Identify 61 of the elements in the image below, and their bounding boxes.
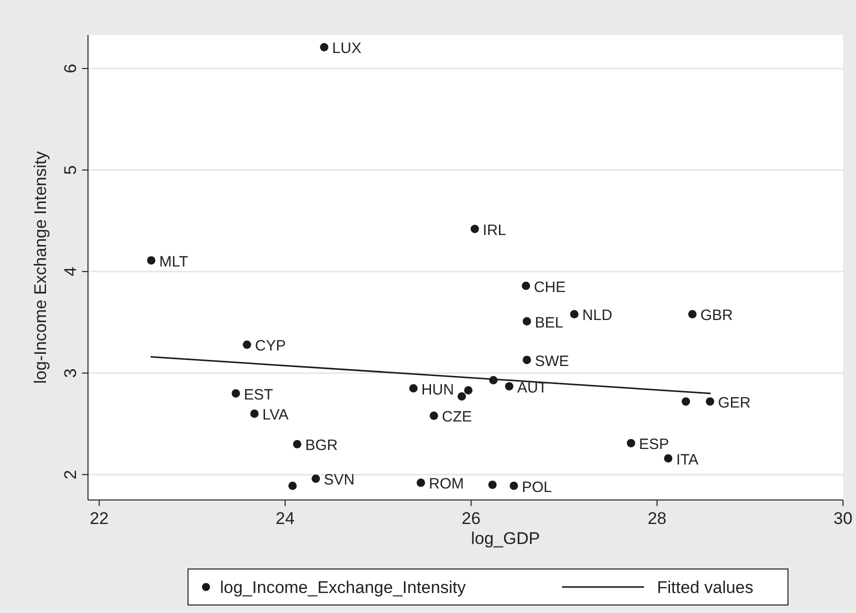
annotation: LVA: [262, 406, 289, 424]
x-tick-label: 24: [276, 509, 295, 528]
point: [242, 340, 252, 349]
point: [250, 410, 259, 418]
y-tick-label: 6: [61, 64, 80, 74]
annotation: AUT: [517, 379, 548, 396]
annotation: GER: [718, 394, 751, 412]
annotation: EST: [244, 386, 274, 404]
annotation: HUN: [421, 381, 454, 398]
y-tick-label: 4: [61, 266, 80, 276]
point: [682, 397, 690, 406]
point: [706, 397, 714, 406]
annotation: SWE: [534, 352, 570, 370]
annotation: BEL: [534, 314, 564, 332]
annotation: BGR: [305, 437, 338, 454]
point: [626, 438, 636, 448]
x-tick-label: 30: [834, 509, 852, 528]
annotation: POL: [522, 478, 552, 496]
point: [505, 382, 514, 390]
y-tick-label: 5: [61, 165, 80, 175]
point: [293, 440, 302, 448]
annotation: CZE: [442, 408, 472, 426]
point: [664, 454, 672, 463]
point: [312, 474, 320, 483]
x-tick-label: 26: [462, 509, 481, 528]
point: [470, 224, 479, 234]
x-tick-label: 28: [648, 509, 666, 528]
point: [488, 480, 497, 489]
annotation: NLD: [582, 307, 612, 324]
annotation: CYP: [254, 338, 286, 355]
point: [409, 384, 418, 392]
annotation: ITA: [676, 451, 698, 468]
point: [458, 392, 466, 401]
y-axis-title: log-Income Exchange Intensity: [31, 150, 50, 384]
point: [288, 482, 297, 490]
annotation: SVN: [324, 472, 355, 489]
point: [464, 386, 472, 395]
point: [320, 43, 328, 52]
annotation: CHE: [534, 278, 566, 296]
y-tick-label: 2: [61, 470, 80, 480]
annotation: MLT: [159, 253, 188, 270]
point: [147, 256, 156, 265]
y-tick-label: 3: [61, 368, 80, 378]
x-axis-title: log_GDP: [471, 529, 540, 548]
point: [416, 478, 426, 487]
point: [570, 310, 578, 318]
legend-label: log_Income_Exchange_Intensity: [220, 578, 466, 597]
point: [522, 282, 530, 290]
annotation: ROM: [428, 476, 464, 493]
annotation: IRL: [482, 222, 506, 239]
annotation: LUX: [332, 40, 362, 58]
point: [430, 412, 438, 420]
x-tick-label: 22: [90, 509, 109, 528]
point: [688, 310, 697, 318]
legend-label: Fitted values: [657, 578, 754, 597]
point: [232, 389, 240, 398]
annotation: GBR: [700, 307, 734, 324]
point: [522, 356, 532, 364]
point: [522, 317, 532, 326]
point: [510, 482, 518, 490]
annotation: ESP: [639, 436, 670, 454]
